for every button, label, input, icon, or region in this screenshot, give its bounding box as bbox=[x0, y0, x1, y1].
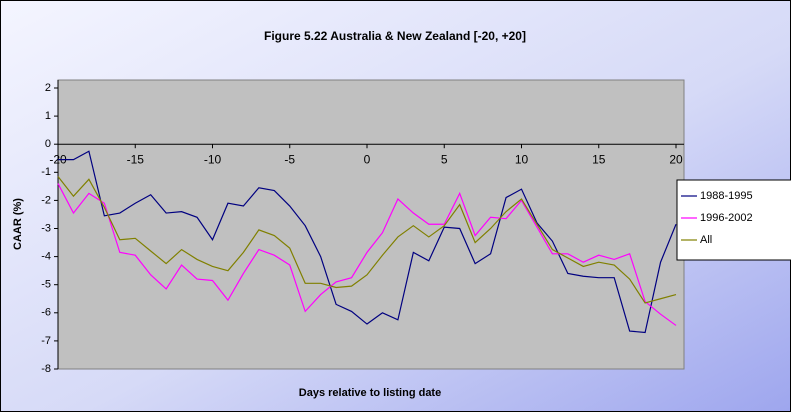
y-tick-label: -6 bbox=[41, 307, 51, 319]
x-tick-label: 10 bbox=[515, 152, 529, 166]
y-tick-label: 1 bbox=[45, 110, 51, 122]
y-tick-label: -3 bbox=[41, 222, 51, 234]
legend-label: 1996-2002 bbox=[700, 212, 753, 224]
x-tick-label: -10 bbox=[204, 152, 222, 166]
y-tick-label: 0 bbox=[45, 138, 51, 150]
y-tick-label: -1 bbox=[41, 166, 51, 178]
legend-label: All bbox=[700, 234, 712, 246]
legend-label: 1988-1995 bbox=[700, 190, 753, 202]
y-axis-title: CAAR (%) bbox=[12, 198, 24, 250]
x-tick-label: 0 bbox=[364, 152, 371, 166]
legend: 1988-1995 1996-2002 All bbox=[676, 179, 791, 261]
series-line bbox=[58, 150, 677, 334]
y-tick-label: -8 bbox=[41, 363, 51, 375]
plot-area bbox=[57, 79, 685, 370]
y-tick-label: -2 bbox=[41, 194, 51, 206]
series-line bbox=[57, 183, 677, 326]
series-line bbox=[57, 176, 677, 304]
y-tick-label: -7 bbox=[41, 335, 51, 347]
x-tick-label: 5 bbox=[441, 152, 448, 166]
x-tick-label: 15 bbox=[592, 152, 606, 166]
legend-box bbox=[676, 179, 791, 261]
x-tick-label: -5 bbox=[284, 152, 295, 166]
y-tick-label: -5 bbox=[41, 279, 51, 291]
y-tick-label: -4 bbox=[41, 251, 51, 263]
y-tick-label: 2 bbox=[45, 82, 51, 94]
x-tick-label: 20 bbox=[669, 152, 683, 166]
chart-title: Figure 5.22 Australia & New Zealand [-20… bbox=[264, 29, 526, 43]
x-tick-label: -15 bbox=[127, 152, 145, 166]
x-axis-title: Days relative to listing date bbox=[299, 387, 441, 399]
